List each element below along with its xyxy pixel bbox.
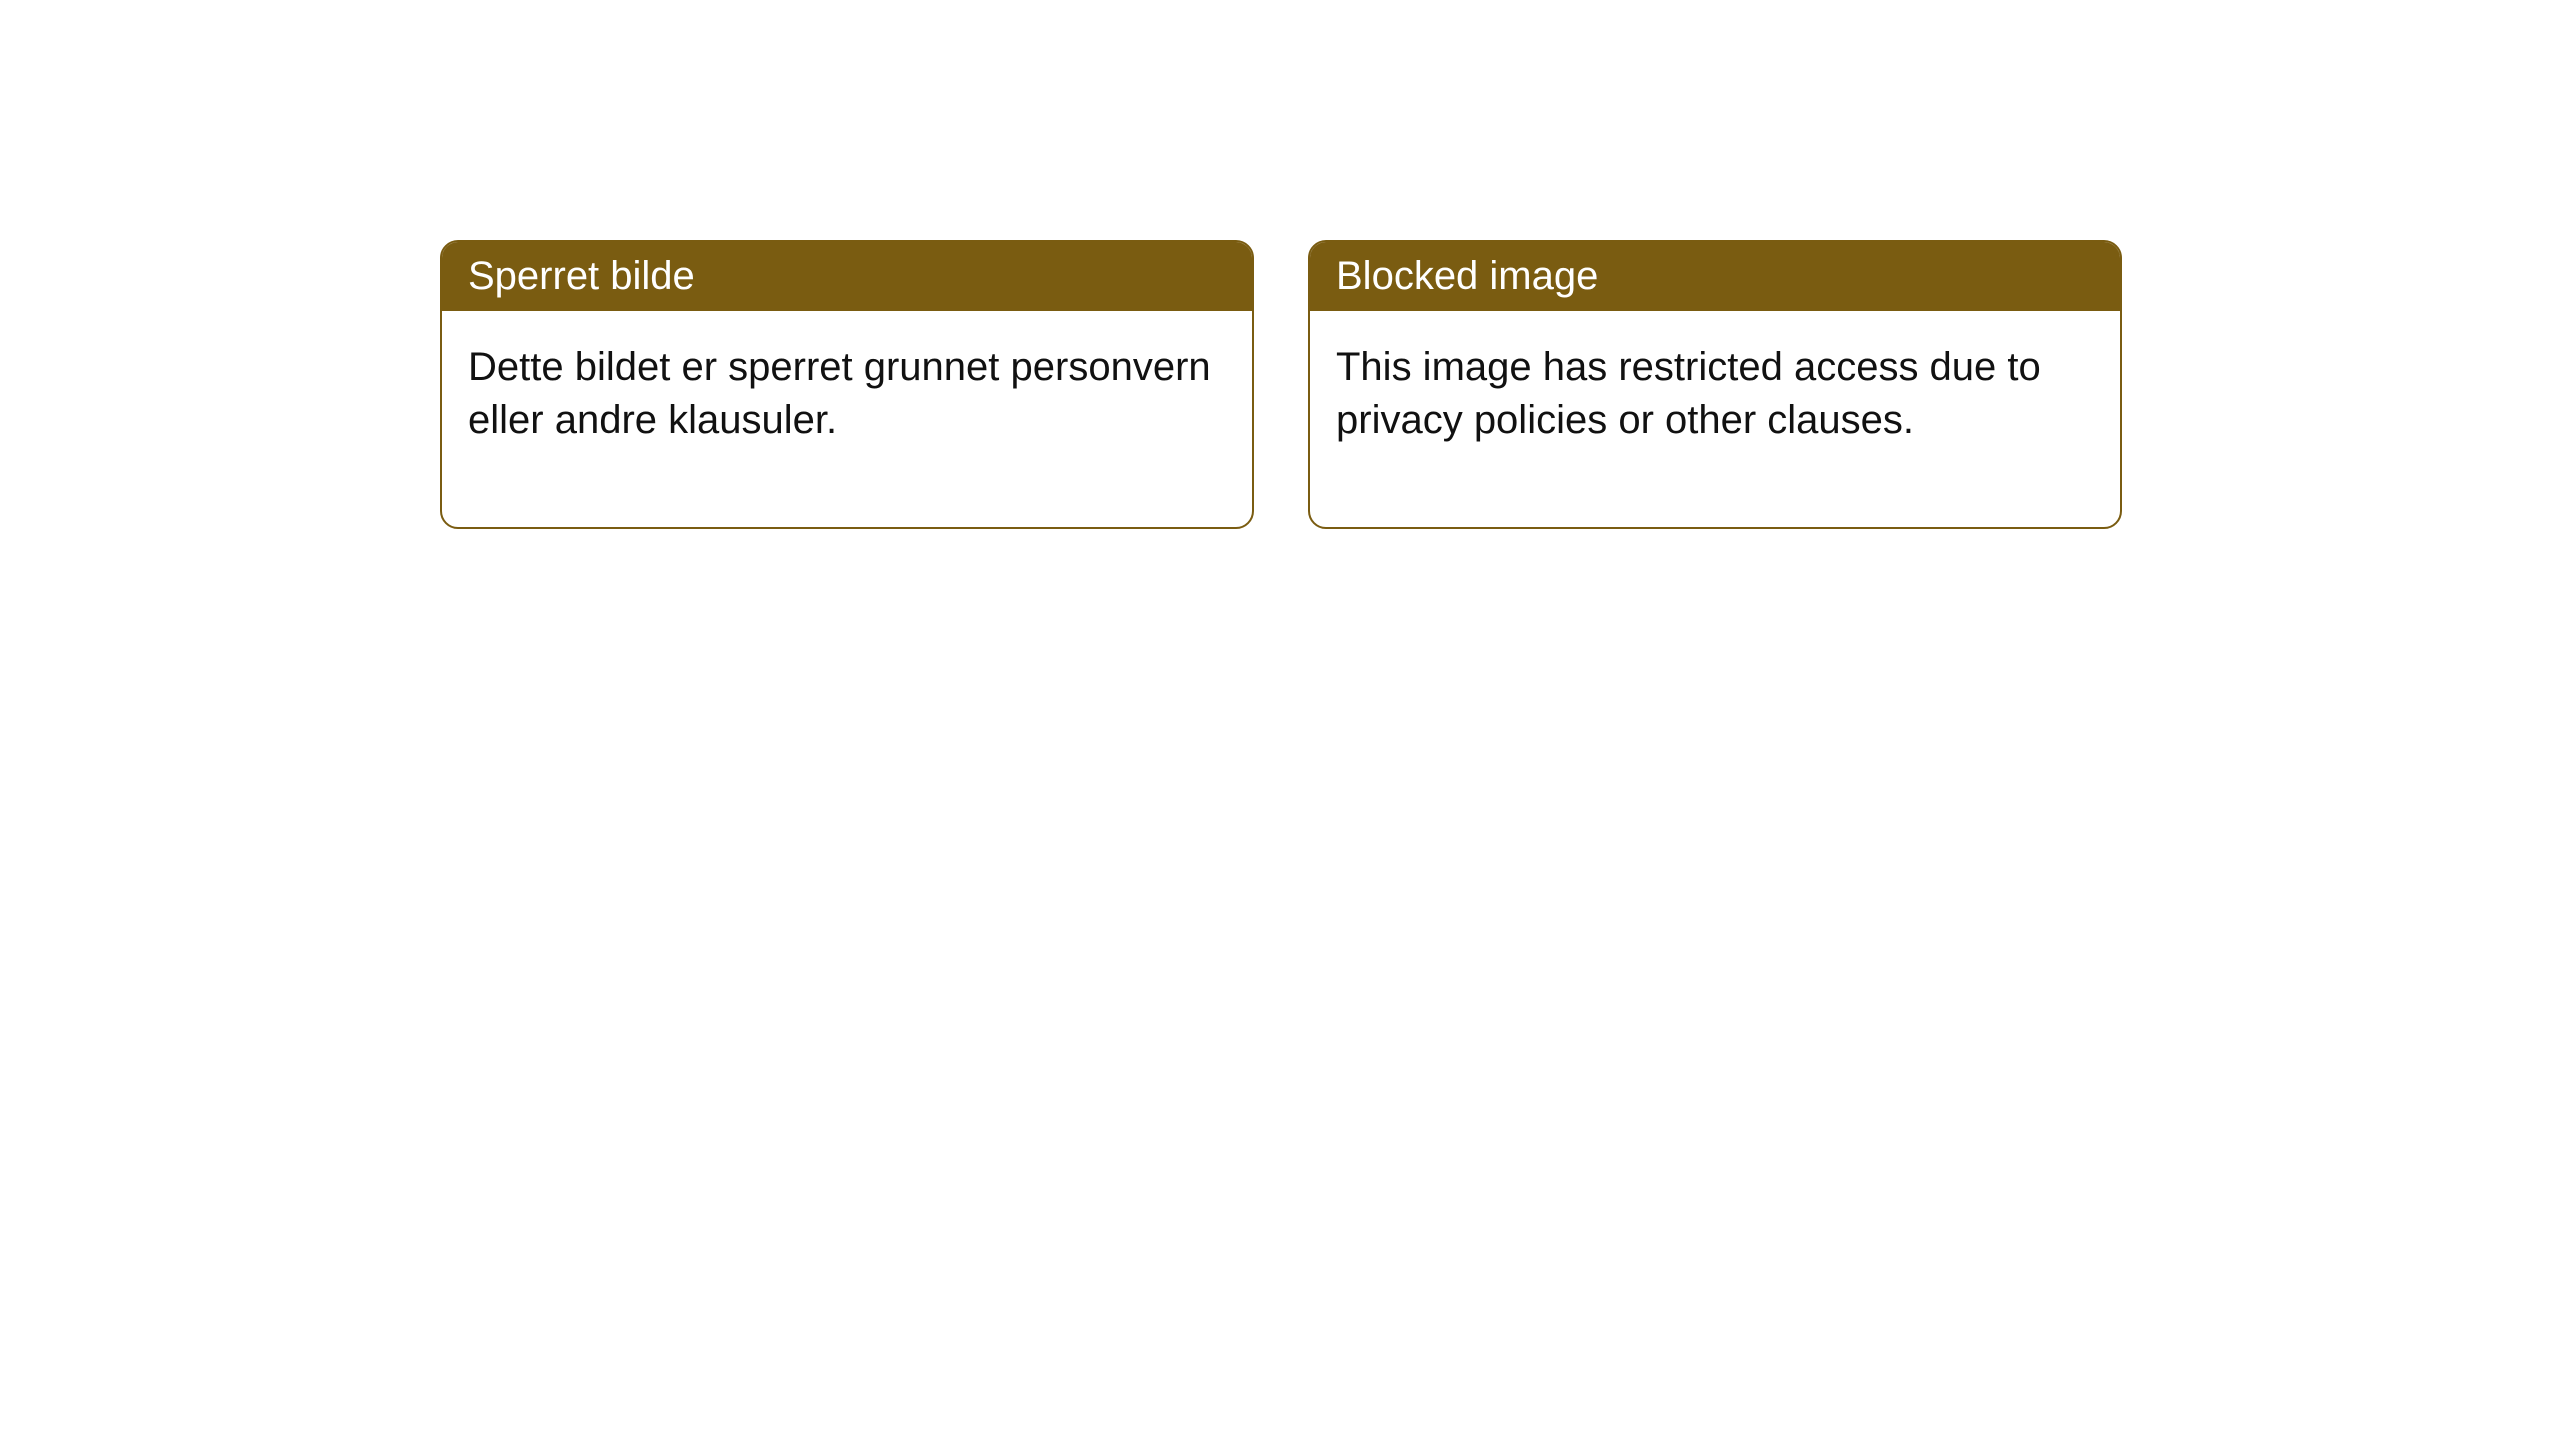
card-body-english: This image has restricted access due to …: [1310, 311, 2120, 527]
notice-card-english: Blocked image This image has restricted …: [1308, 240, 2122, 529]
card-body-norwegian: Dette bildet er sperret grunnet personve…: [442, 311, 1252, 527]
card-title-norwegian: Sperret bilde: [442, 242, 1252, 311]
notice-cards-container: Sperret bilde Dette bildet er sperret gr…: [440, 240, 2122, 529]
card-title-english: Blocked image: [1310, 242, 2120, 311]
notice-card-norwegian: Sperret bilde Dette bildet er sperret gr…: [440, 240, 1254, 529]
